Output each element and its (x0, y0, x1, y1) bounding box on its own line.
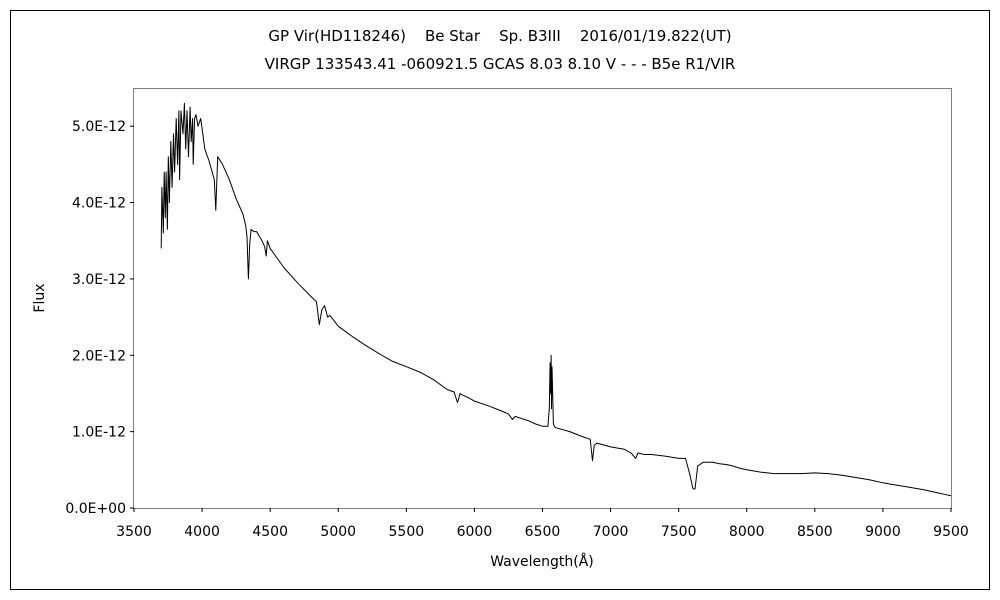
chart-border (10, 10, 990, 590)
chart-subtitle: VIRGP 133543.41 -060921.5 GCAS 8.03 8.10… (265, 55, 736, 73)
y-tick-label: 4.0E-12 (72, 196, 126, 212)
x-tick-label: 8500 (797, 524, 833, 540)
y-tick-label: 3.0E-12 (72, 272, 126, 288)
y-tick-label: 2.0E-12 (72, 348, 126, 364)
x-tick-label: 3500 (116, 524, 152, 540)
x-tick-label: 9000 (865, 524, 901, 540)
x-tick-label: 5000 (320, 524, 356, 540)
x-axis: 3500 4000 4500 5000 5500 6000 6500 7000 7500 8000… (116, 508, 969, 540)
x-tick-label: 4000 (184, 524, 220, 540)
series-line (160, 102, 952, 497)
x-tick-label: 9500 (933, 524, 969, 540)
x-tick-label: 5500 (389, 524, 425, 540)
y-axis-label: Flux (32, 283, 48, 312)
chart-title: GP Vir(HD118246) Be Star Sp. B3III 2016/… (268, 27, 731, 45)
x-axis-label: Wavelength(Å) (490, 553, 594, 570)
y-tick-label: 1.0E-12 (72, 425, 126, 441)
x-tick-label: 4500 (252, 524, 288, 540)
x-tick-label: 7500 (661, 524, 697, 540)
x-tick-label: 8000 (729, 524, 765, 540)
y-tick-label: 5.0E-12 (72, 119, 126, 135)
x-tick-label: 6000 (457, 524, 493, 540)
y-tick-label: 0.0E+00 (65, 501, 126, 517)
y-axis: 0.0E+00 1.0E-12 2.0E-12 3.0E-12 4.0E-12 5.0E-… (65, 119, 134, 517)
x-tick-label: 7000 (593, 524, 629, 540)
x-tick-label: 6500 (525, 524, 561, 540)
